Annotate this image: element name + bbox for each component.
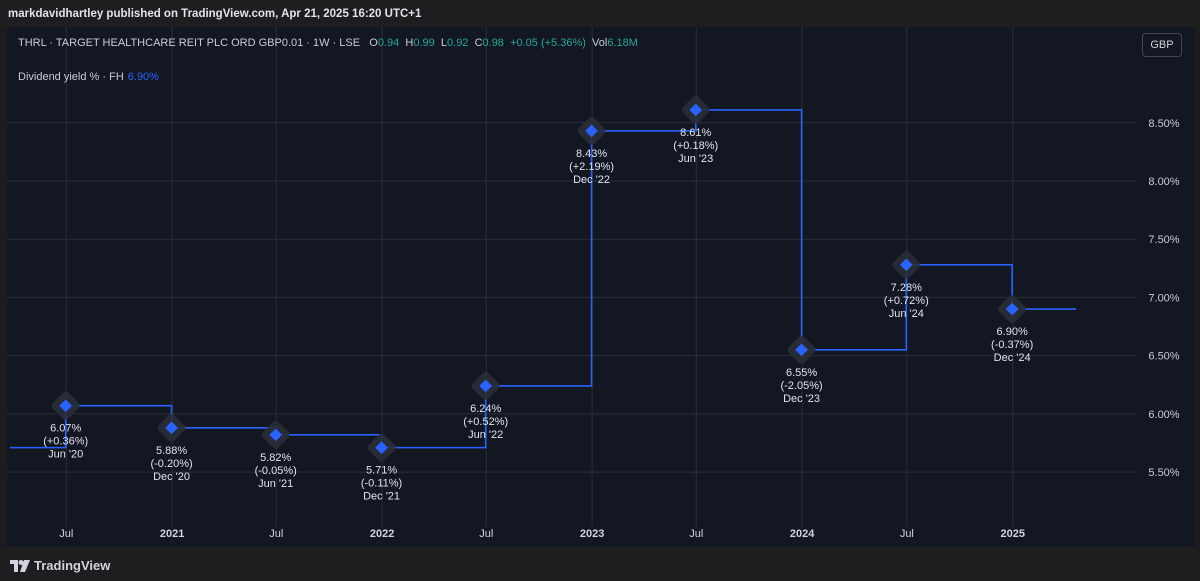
y-tick-label: 5.50%: [1148, 467, 1179, 479]
data-label-value: 5.88%: [156, 445, 187, 457]
data-label-value: 6.90%: [997, 326, 1028, 338]
data-label-period: Dec '23: [783, 393, 820, 405]
data-point-marker: [59, 399, 73, 413]
footer-bar: TradingView: [0, 547, 1200, 581]
close-label: C: [474, 37, 483, 49]
y-tick-label: 6.00%: [1148, 409, 1179, 421]
publish-bar: markdavidhartley published on TradingVie…: [0, 0, 1200, 27]
y-tick-label: 7.00%: [1148, 292, 1179, 304]
data-label-period: Jun '22: [468, 429, 503, 441]
volume-label: Vol: [592, 37, 608, 49]
data-label-period: Dec '20: [153, 471, 190, 483]
data-point-marker: [479, 379, 493, 393]
y-tick-label: 6.50%: [1148, 351, 1179, 363]
currency-button[interactable]: GBP: [1142, 33, 1182, 57]
data-label-value: 6.55%: [786, 367, 817, 379]
data-label-period: Dec '22: [573, 174, 610, 186]
indicator-name: Dividend yield % · FH: [18, 71, 124, 83]
close-value: 0.98: [482, 37, 504, 49]
data-label-change: (+0.18%): [673, 140, 718, 152]
data-label-value: 8.43%: [576, 148, 607, 160]
open-value: 0.94: [377, 37, 400, 49]
data-label-period: Dec '24: [994, 352, 1031, 364]
data-label-change: (-0.05%): [255, 465, 297, 477]
data-label-value: 6.24%: [470, 403, 501, 415]
data-label-value: 6.07%: [50, 423, 81, 435]
published-byline: markdavidhartley published on TradingVie…: [8, 8, 422, 20]
x-tick-label: 2021: [160, 528, 184, 540]
y-tick-label: 7.50%: [1148, 234, 1179, 246]
low-label: L: [440, 37, 448, 49]
volume-value: 6.18M: [607, 37, 638, 49]
indicator-value: 6.90%: [127, 71, 159, 83]
x-tick-label: Jul: [689, 528, 703, 540]
indicator-legend[interactable]: Dividend yield % · FH 6.90%: [18, 71, 159, 83]
dividend-yield-line: [9, 109, 1077, 449]
x-tick-label: Jul: [479, 528, 493, 540]
data-point-marker: [375, 441, 388, 454]
data-label-value: 5.82%: [260, 452, 291, 464]
data-label-change: (-0.37%): [991, 339, 1033, 351]
low-value: 0.92: [447, 37, 469, 49]
high-value: 0.99: [413, 37, 435, 49]
tradingview-brand: TradingView: [34, 558, 111, 573]
data-label-change: (-0.11%): [361, 478, 402, 490]
data-label-period: Jun '21: [258, 478, 293, 490]
x-tick-label: 2023: [580, 528, 604, 540]
data-label-change: (+0.36%): [43, 436, 88, 448]
x-tick-label: 2022: [370, 528, 394, 540]
high-label: H: [405, 37, 414, 49]
x-tick-label: Jul: [900, 528, 914, 540]
x-tick-label: Jul: [59, 528, 73, 540]
data-label-change: (+0.72%): [884, 295, 929, 307]
symbol-title[interactable]: THRL · TARGET HEALTHCARE REIT PLC ORD GB…: [18, 37, 361, 49]
open-label: O: [369, 37, 378, 49]
data-label-value: 8.61%: [680, 127, 711, 139]
data-point-marker: [269, 428, 283, 442]
x-tick-label: Jul: [269, 528, 283, 540]
x-tick-label: 2025: [1000, 528, 1024, 540]
data-label-change: (+2.19%): [569, 161, 614, 173]
tradingview-logo[interactable]: TradingView: [10, 558, 110, 573]
symbol-legend: THRL · TARGET HEALTHCARE REIT PLC ORD GB…: [18, 37, 638, 49]
data-label-change: (+0.52%): [463, 416, 508, 428]
data-label-period: Dec '21: [363, 491, 400, 503]
data-label-period: Jun '20: [48, 449, 83, 461]
x-tick-label: 2024: [790, 528, 815, 540]
y-tick-label: 8.50%: [1148, 118, 1179, 130]
data-label-value: 5.71%: [366, 465, 397, 477]
data-label-value: 7.28%: [891, 282, 922, 294]
chart-canvas[interactable]: 8.50% 8.00% 7.50% 7.00% 6.50% 6.00% 5.50% Jul 20…: [7, 27, 1195, 547]
chart-panel[interactable]: 8.50% 8.00% 7.50% 7.00% 6.50% 6.00% 5.50% Jul 20…: [7, 27, 1195, 547]
data-label-change: (-2.05%): [780, 380, 822, 392]
data-point-marker: [165, 421, 178, 435]
data-label-change: (-0.20%): [150, 458, 192, 470]
y-tick-label: 8.00%: [1148, 176, 1179, 188]
data-label-period: Jun '23: [678, 153, 713, 165]
data-label-period: Jun '24: [889, 308, 924, 320]
tradingview-logo-icon: [10, 559, 30, 572]
change-value: +0.05 (+5.36%): [510, 37, 586, 49]
